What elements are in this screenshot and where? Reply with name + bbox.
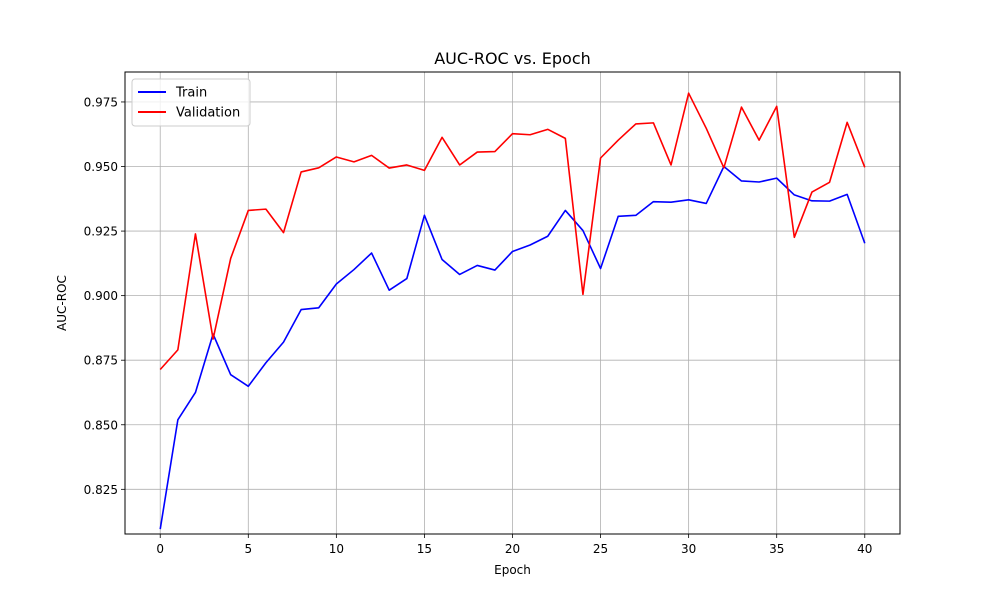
x-axis-ticks: 0 5 10 15 20 25 30 35 40 xyxy=(156,534,872,556)
y-tick-label: 0.825 xyxy=(84,483,118,497)
y-tick-label: 0.950 xyxy=(84,160,118,174)
chart-title: AUC-ROC vs. Epoch xyxy=(434,49,591,68)
x-tick-label: 0 xyxy=(156,542,164,556)
y-tick-label: 0.850 xyxy=(84,418,118,432)
x-tick-label: 40 xyxy=(857,542,872,556)
series-line-train xyxy=(159,165,866,530)
x-tick-label: 5 xyxy=(244,542,252,556)
legend-label-train: Train xyxy=(175,86,207,101)
series-lines xyxy=(159,92,866,530)
x-tick-label: 10 xyxy=(329,542,344,556)
x-tick-label: 20 xyxy=(505,542,520,556)
legend-box xyxy=(131,78,251,127)
series-line-validation xyxy=(159,92,866,371)
y-tick-label: 0.975 xyxy=(84,95,118,109)
y-tick-label: 0.925 xyxy=(84,225,118,239)
legend-label-validation: Validation xyxy=(176,106,240,121)
y-tick-label: 0.875 xyxy=(84,354,118,368)
y-tick-label: 0.900 xyxy=(84,289,118,303)
grid-lines xyxy=(125,72,900,534)
y-axis-ticks: 0.825 0.850 0.875 0.900 0.925 0.950 0.975 xyxy=(84,95,125,497)
x-axis-label: Epoch xyxy=(494,563,531,577)
y-axis-label: AUC-ROC xyxy=(55,275,69,331)
legend: Train Validation xyxy=(131,78,251,127)
x-tick-label: 35 xyxy=(769,542,784,556)
x-tick-label: 30 xyxy=(681,542,696,556)
x-tick-label: 25 xyxy=(593,542,608,556)
x-tick-label: 15 xyxy=(417,542,432,556)
